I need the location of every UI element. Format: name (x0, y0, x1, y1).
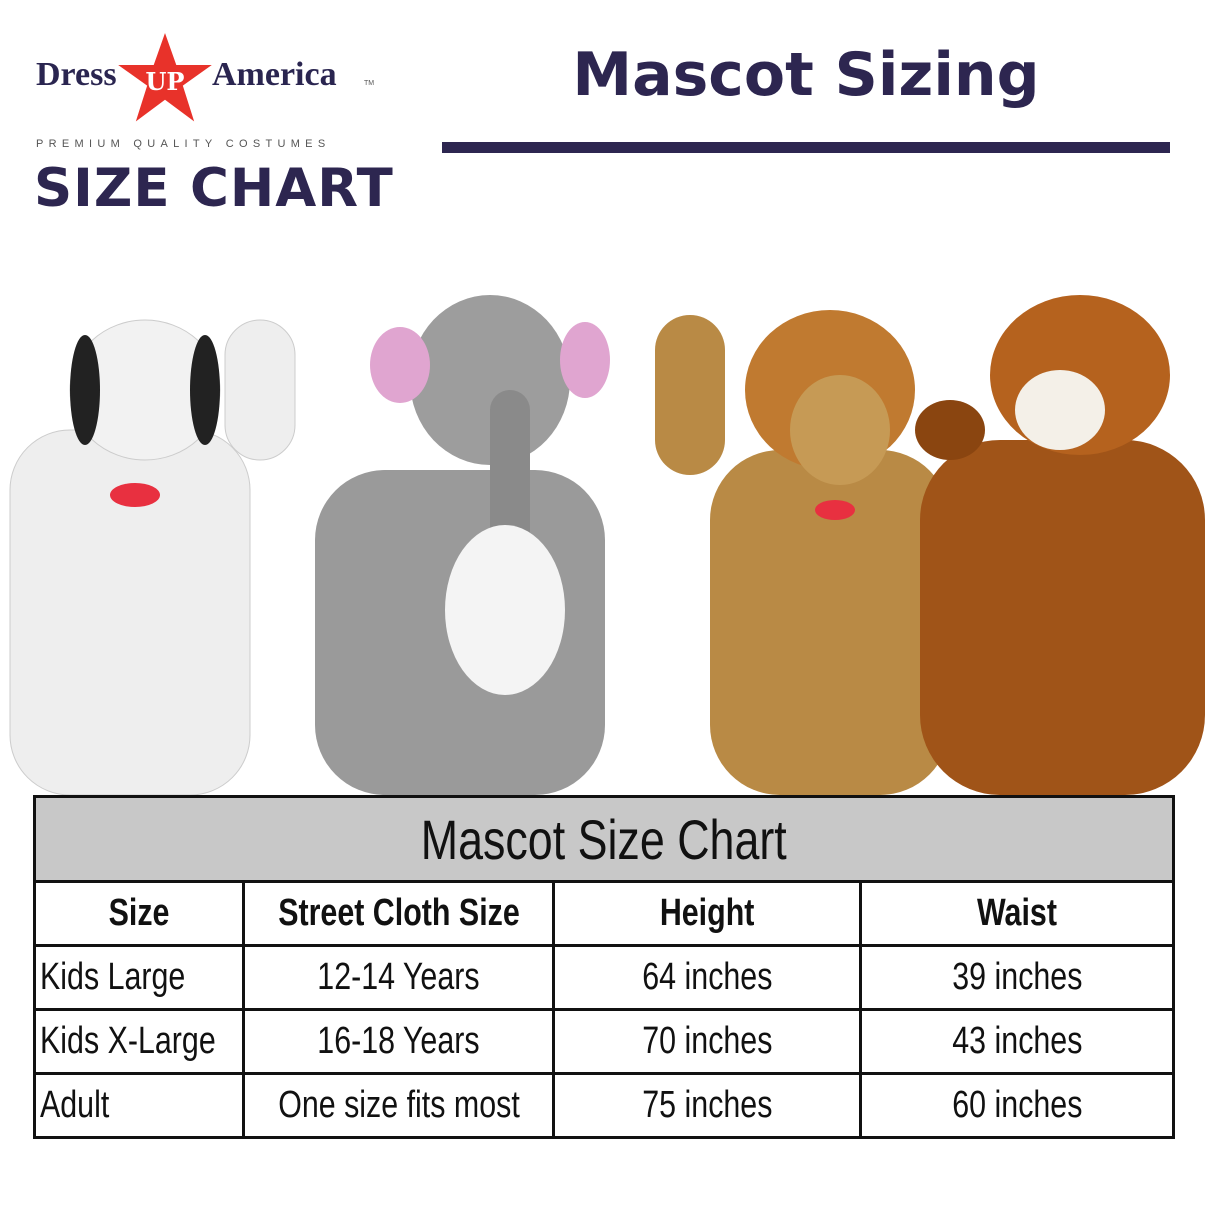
size-cell: Adult (33, 1072, 245, 1139)
waist-cell: 43 inches (859, 1008, 1175, 1075)
cell-waist: 43 inches (951, 1020, 1083, 1062)
height-cell: 64 inches (552, 944, 862, 1011)
header-street-cloth-size-cell: Street Cloth Size (242, 880, 555, 947)
dalmatian-mascot-image (9, 319, 296, 795)
cell-height: 70 inches (641, 1020, 773, 1062)
logo-brand-right: America (212, 56, 337, 93)
table-header-row: Size Street Cloth Size Height Waist (33, 880, 1175, 947)
logo-up-text: UP (146, 67, 185, 96)
street-size-cell: 16-18 Years (242, 1008, 555, 1075)
dress-up-america-logo: UP (30, 28, 380, 228)
street-size-cell: One size fits most (242, 1072, 555, 1139)
header-height-cell: Height (552, 880, 862, 947)
size-chart-label: SIZE CHART (34, 158, 394, 219)
header-size-cell: Size (33, 880, 245, 947)
cell-waist: 60 inches (951, 1084, 1083, 1126)
tiger-mascot-image (915, 295, 1205, 795)
header-size: Size (108, 892, 170, 934)
height-cell: 75 inches (552, 1072, 862, 1139)
cell-waist: 39 inches (951, 956, 1083, 998)
height-cell: 70 inches (552, 1008, 862, 1075)
table-row: Kids X-Large 16-18 Years 70 inches 43 in… (33, 1008, 1175, 1075)
cell-height: 75 inches (641, 1084, 773, 1126)
header-height: Height (659, 892, 755, 934)
header-waist-cell: Waist (859, 880, 1175, 947)
mascot-photos (9, 295, 1205, 795)
cell-height: 64 inches (641, 956, 773, 998)
lion-mascot-image (655, 310, 950, 795)
logo-trademark: TM (364, 80, 375, 87)
table-title-cell: Mascot Size Chart (33, 795, 1175, 883)
star-icon: UP (111, 28, 219, 127)
size-cell: Kids X-Large (33, 1008, 245, 1075)
mascot-size-table: Mascot Size Chart Size Street Cloth Size… (33, 795, 1175, 1139)
table-row: Kids Large 12-14 Years 64 inches 39 inch… (33, 944, 1175, 1011)
waist-cell: 39 inches (859, 944, 1175, 1011)
size-cell: Kids Large (33, 944, 245, 1011)
waist-cell: 60 inches (859, 1072, 1175, 1139)
logo-tagline: PREMIUM QUALITY COSTUMES (36, 138, 331, 150)
logo-brand-left: Dress (36, 56, 117, 93)
cell-size: Adult (40, 1084, 110, 1126)
title-underline (442, 142, 1170, 153)
cell-size: Kids X-Large (40, 1020, 216, 1062)
cell-street-size: 12-14 Years (317, 956, 480, 998)
header-street-cloth-size: Street Cloth Size (277, 892, 520, 934)
elephant-mascot-image (315, 295, 610, 795)
header-waist: Waist (977, 892, 1057, 934)
street-size-cell: 12-14 Years (242, 944, 555, 1011)
cell-street-size: 16-18 Years (317, 1020, 480, 1062)
cell-street-size: One size fits most (277, 1084, 520, 1126)
table-row: Adult One size fits most 75 inches 60 in… (33, 1072, 1175, 1139)
table-title: Mascot Size Chart (421, 807, 787, 871)
page-title: Mascot Sizing (572, 40, 1040, 110)
cell-size: Kids Large (40, 956, 186, 998)
